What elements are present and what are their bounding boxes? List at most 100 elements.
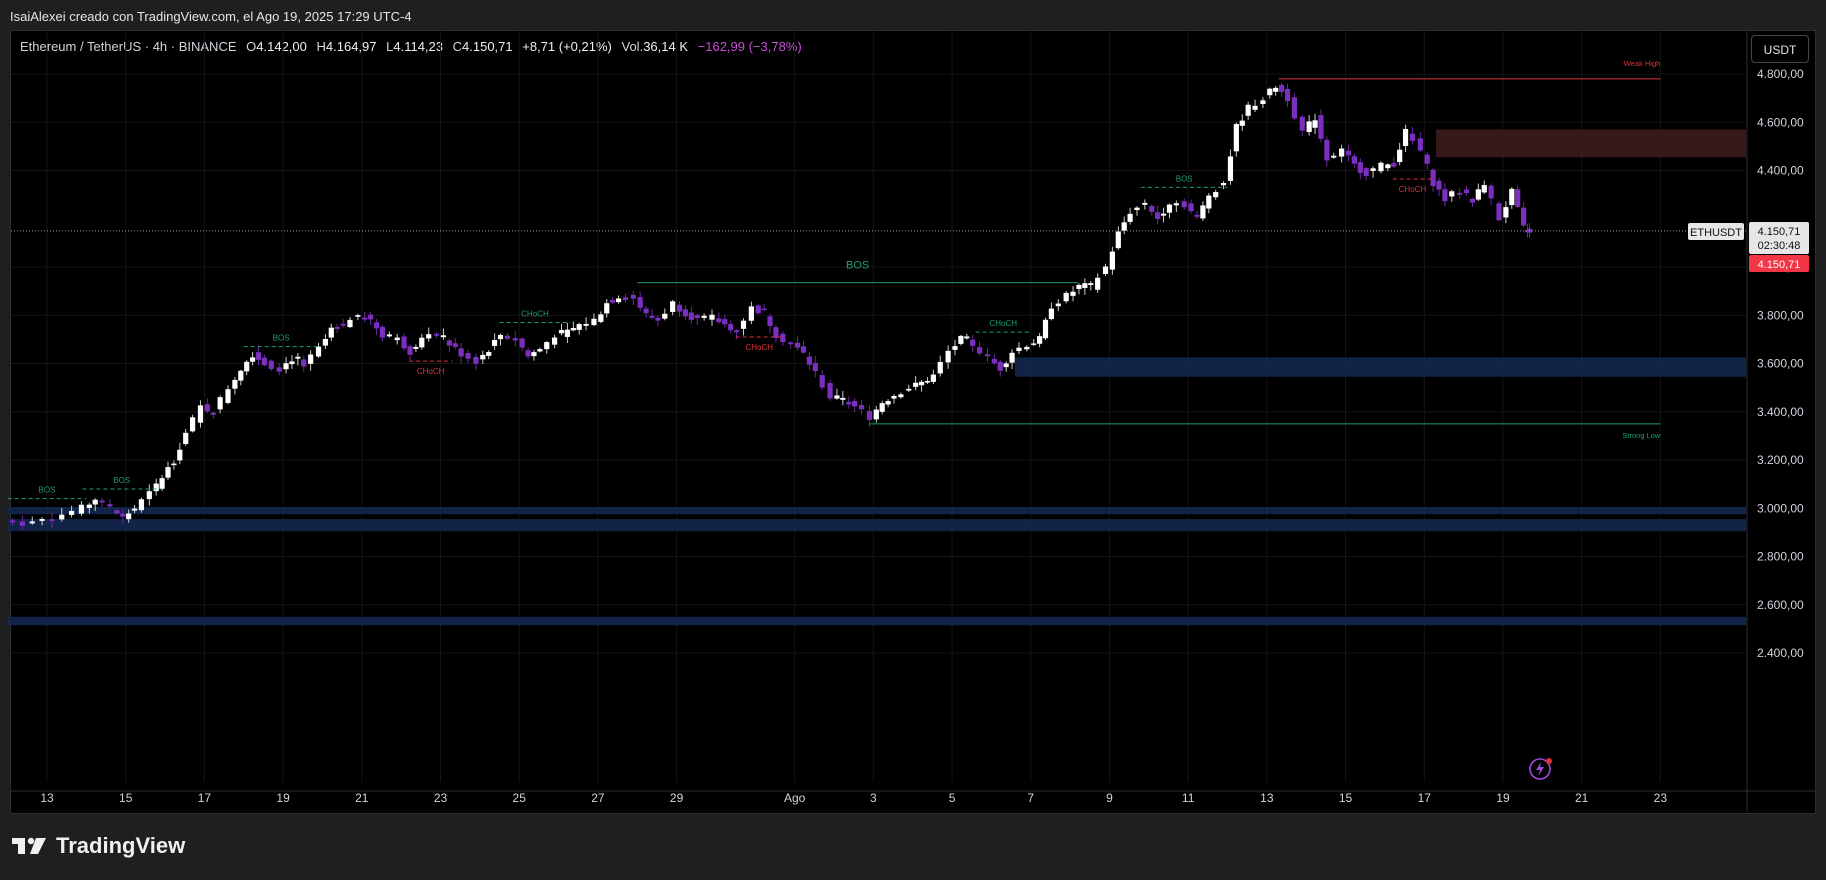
time-axis-label: 21 [1575,791,1589,805]
currency-button[interactable]: USDT [1751,35,1809,63]
structure-label: BOS [113,476,130,485]
candle-down [630,294,636,299]
candle-down [1488,185,1494,199]
candle-up [1239,120,1245,126]
time-axis-label: 17 [1418,791,1432,805]
time-axis-label: 9 [1106,791,1113,805]
legend-high-label: H [316,39,326,54]
candle-down [255,352,262,360]
legend-volume-label: Vol. [621,39,644,54]
candle-down [107,504,113,507]
structure-label: BOS [39,486,56,495]
candle-down [795,342,801,348]
price-axis-label: 3.000,00 [1757,501,1804,515]
candle-up [1449,191,1455,197]
price-axis-label: 2.600,00 [1757,598,1804,612]
candle-down [373,322,380,329]
candle-down [761,308,767,311]
candle-down [984,354,991,357]
candle-up [283,363,289,370]
legend-high: 4.164,97 [325,39,377,54]
candle-up [1102,266,1109,275]
candle-down [1515,189,1521,207]
candle-up [1509,188,1515,206]
candle-up [295,356,301,359]
time-axis-label: 7 [1027,791,1034,805]
candle-up [1031,343,1037,345]
candle-up [531,352,537,357]
candle-down [976,347,983,354]
candle-up [937,361,943,374]
candle-down [970,339,976,346]
candle-up [92,499,98,505]
candle-down [465,353,471,359]
candle-down [210,412,216,415]
structure-label: CHoCH [417,367,445,376]
candle-up [1024,346,1030,350]
candle-up [1166,204,1173,213]
candle-up [419,337,425,348]
time-axis-label: 11 [1182,791,1195,805]
candle-down [800,346,807,353]
candle-down [301,359,307,367]
candle-down [504,335,510,339]
candle-up [873,409,879,420]
candle-down [997,361,1003,371]
candle-down [519,338,525,348]
candle-down [525,350,531,357]
lightning-icon[interactable] [1529,757,1553,786]
candle-down [1181,201,1187,208]
candle-down [755,305,761,314]
candle-down [1521,207,1527,226]
candle-up [591,318,597,326]
legend-symbol[interactable]: Ethereum / TetherUS · 4h · BINANCE [20,39,237,54]
candle-up [701,315,707,318]
demand-zone [1015,357,1746,377]
structure-label: Weak High [1624,59,1661,68]
price-tag-countdown: 02:30:48 [1758,240,1801,252]
candle-up [86,504,92,508]
tradingview-logo[interactable]: TradingView [12,833,185,859]
candle-down [780,333,786,343]
candle-down [1463,189,1470,194]
header-caption: IsaiAlexei creado con TradingView.com, e… [10,9,412,24]
chart-frame[interactable] [10,30,1816,814]
symbol-tag: ETHUSDT [1690,227,1742,239]
candle-down [722,319,728,325]
candle-up [564,329,571,337]
candle-up [1260,100,1266,105]
candle-down [773,327,779,338]
candle-up [159,478,165,489]
candle-down [610,299,616,303]
candle-up [78,504,85,514]
candle-up [748,306,754,321]
candle-up [1048,308,1055,320]
candle-down [9,520,16,523]
candle-down [1351,156,1358,164]
structure-label: Strong Low [1622,431,1661,440]
candle-up [558,330,565,334]
candle-down [858,405,865,410]
candle-up [394,337,400,341]
candle-up [1142,202,1148,205]
candle-down [433,333,440,336]
candle-up [177,449,183,461]
time-axis-label: 21 [355,791,369,805]
candle-down [655,317,661,321]
candle-up [1397,149,1403,163]
candle-down [852,401,858,407]
price-tag-value: 4.150,71 [1758,226,1801,238]
footer-bar [0,814,1826,880]
candle-up [1009,352,1015,363]
candle-down [268,360,274,369]
candle-down [676,304,683,312]
candle-up [480,354,486,360]
candle-down [401,336,407,349]
candle-up [924,381,931,383]
candle-up [308,354,314,364]
candle-up [604,303,610,314]
candle-down [649,315,655,318]
candle-up [1245,104,1251,116]
candle-up [544,342,550,350]
